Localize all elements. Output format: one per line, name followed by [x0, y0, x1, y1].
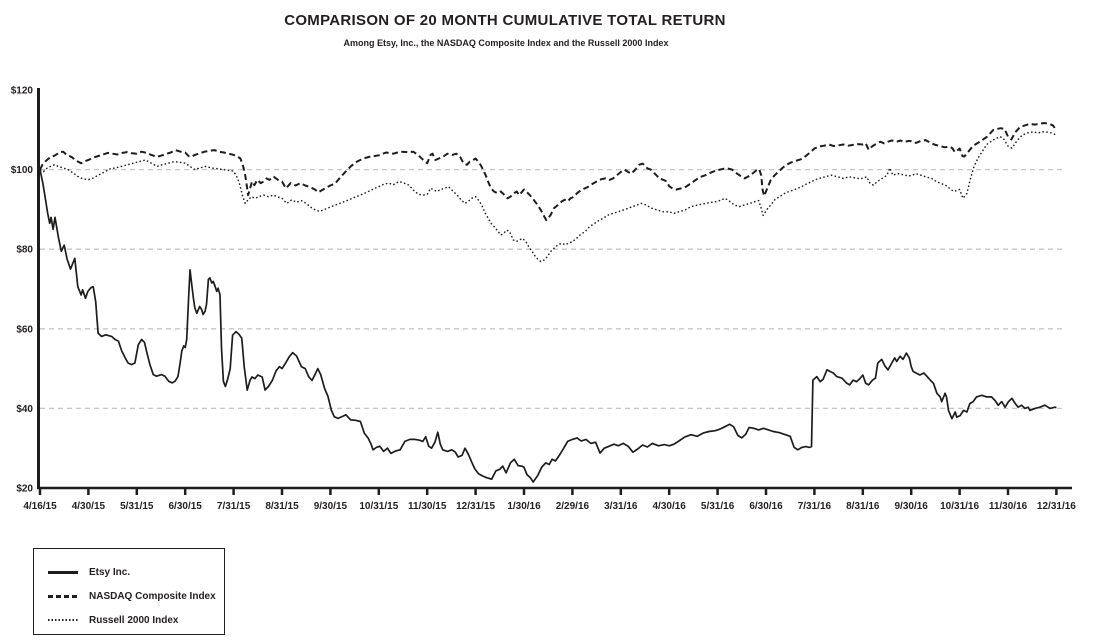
legend-item-nasdaq: NASDAQ Composite Index: [48, 584, 224, 608]
y-tick-label: $80: [16, 245, 33, 256]
y-tick-label: $40: [16, 404, 33, 415]
x-tick-label: 11/30/16: [989, 501, 1028, 512]
chart-title: COMPARISON OF 20 MONTH CUMULATIVE TOTAL …: [284, 12, 726, 29]
legend-item-etsy: Etsy Inc.: [48, 560, 224, 584]
x-tick-label: 10/31/15: [359, 501, 398, 512]
x-tick-label: 4/16/15: [23, 501, 57, 512]
y-tick-label: $120: [11, 86, 34, 97]
x-tick-label: 8/31/15: [265, 501, 299, 512]
x-tick-label: 6/30/15: [169, 501, 203, 512]
x-tick-label: 12/31/16: [1037, 501, 1076, 512]
dotted-line-sample-icon: [48, 619, 78, 621]
series-line-etsy-inc-: [39, 169, 1057, 483]
series-line-russell-2000-index: [39, 131, 1057, 263]
x-tick-label: 7/31/16: [798, 501, 832, 512]
legend-label-russell: Russell 2000 Index: [89, 614, 179, 626]
legend-label-nasdaq: NASDAQ Composite Index: [89, 590, 216, 602]
x-tick-label: 2/29/16: [556, 501, 590, 512]
y-tick-label: $20: [16, 484, 33, 495]
x-tick-label: 11/30/15: [408, 501, 447, 512]
legend-label-etsy: Etsy Inc.: [89, 566, 131, 578]
x-tick-label: 5/31/16: [701, 501, 735, 512]
x-tick-label: 4/30/16: [653, 501, 687, 512]
dashed-line-sample-icon: [48, 594, 78, 598]
y-tick-label: $60: [16, 324, 33, 335]
x-tick-label: 8/31/16: [846, 501, 880, 512]
x-tick-label: 7/31/15: [217, 501, 251, 512]
x-tick-label: 6/30/16: [749, 501, 783, 512]
x-tick-label: 9/30/15: [314, 501, 348, 512]
x-tick-label: 9/30/16: [895, 501, 929, 512]
x-tick-label: 3/31/16: [604, 501, 638, 512]
solid-line-sample-icon: [48, 570, 78, 574]
x-tick-label: 12/31/15: [456, 501, 495, 512]
x-tick-label: 5/31/15: [120, 501, 154, 512]
x-tick-label: 1/30/16: [507, 501, 541, 512]
x-tick-label: 4/30/15: [72, 501, 106, 512]
chart-subtitle: Among Etsy, Inc., the NASDAQ Composite I…: [343, 38, 669, 48]
legend-item-russell: Russell 2000 Index: [48, 608, 224, 632]
chart-legend: Etsy Inc. NASDAQ Composite Index Russell…: [33, 548, 225, 635]
y-tick-label: $100: [11, 165, 34, 176]
x-tick-label: 10/31/16: [940, 501, 979, 512]
series-line-nasdaq-composite-index: [39, 122, 1058, 222]
performance-chart: 4/16/15 4/30/15 5/31/15 6/30/15 7/31/15 8/31/…: [11, 86, 1077, 513]
